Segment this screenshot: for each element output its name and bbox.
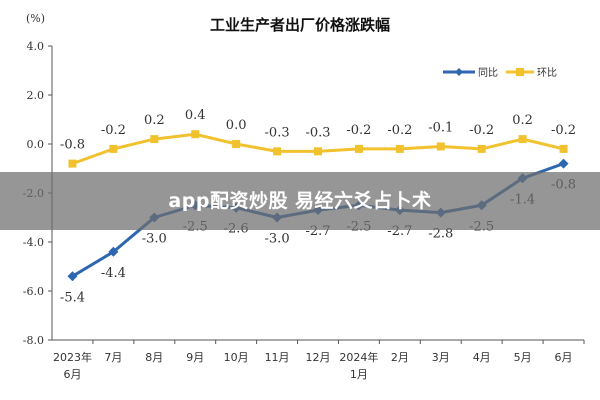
- point-huanbi: [559, 144, 568, 153]
- legend-marker-huanbi: [516, 68, 524, 76]
- point-tongbi: [67, 271, 78, 282]
- x-tick-label: 6月: [63, 368, 81, 381]
- data-label-huanbi: -0.1: [428, 120, 453, 135]
- point-tongbi: [558, 158, 569, 169]
- watermark-text: app配资炒股 易经六爻占卜术: [168, 190, 432, 212]
- data-label-tongbi: -2.8: [428, 227, 453, 242]
- data-label-huanbi: -0.2: [469, 123, 494, 138]
- y-tick-label: 2.0: [27, 89, 45, 102]
- y-tick-label: 4.0: [27, 40, 45, 53]
- point-huanbi: [518, 135, 527, 144]
- data-label-tongbi: -5.4: [60, 290, 85, 305]
- data-label-huanbi: -0.2: [346, 123, 371, 138]
- point-huanbi: [395, 144, 404, 153]
- point-huanbi: [273, 147, 282, 156]
- point-huanbi: [150, 135, 159, 144]
- y-tick-label: -6.0: [23, 285, 44, 298]
- y-tick-label: -4.0: [23, 236, 44, 249]
- point-huanbi: [232, 140, 241, 148]
- x-tick-label: 12月: [306, 351, 331, 364]
- data-label-huanbi: 0.2: [512, 113, 533, 128]
- data-label-huanbi: -0.2: [387, 123, 412, 138]
- legend: 同比 环比: [443, 67, 557, 79]
- x-tick-label: 2月: [391, 351, 409, 364]
- axes: 4.02.00.0-2.0-4.0-6.0-8.02023年6月7月8月9月10…: [23, 40, 585, 381]
- point-huanbi: [314, 147, 322, 156]
- legend-label-tongbi: 同比: [478, 67, 498, 79]
- x-tick-label: 9月: [186, 351, 204, 364]
- x-tick-label: 10月: [224, 351, 249, 364]
- x-tick-label: 7月: [104, 351, 122, 364]
- data-label-tongbi: -3.0: [142, 232, 167, 247]
- data-label-huanbi: -0.3: [305, 125, 330, 140]
- legend-marker-tongbi: [455, 68, 463, 76]
- point-tongbi: [108, 246, 119, 257]
- data-label-huanbi: -0.2: [551, 123, 576, 138]
- point-huanbi: [477, 144, 486, 153]
- x-tick-label: 1月: [350, 368, 368, 381]
- y-unit-label: (%): [26, 12, 45, 25]
- point-huanbi: [109, 144, 118, 153]
- x-tick-label: 8月: [145, 351, 163, 364]
- point-huanbi: [436, 142, 445, 151]
- data-label-huanbi: -0.2: [101, 123, 126, 138]
- y-tick-label: -8.0: [23, 334, 44, 347]
- x-tick-label: 2024年: [339, 350, 378, 364]
- data-label-huanbi: 0.4: [185, 108, 206, 123]
- x-tick-label: 2023年: [53, 350, 92, 364]
- data-label-tongbi: -4.4: [101, 266, 126, 281]
- data-label-huanbi: 0.2: [144, 113, 165, 128]
- x-tick-label: 3月: [432, 351, 450, 364]
- legend-label-huanbi: 环比: [537, 67, 557, 79]
- y-tick-label: 0.0: [27, 138, 45, 151]
- data-label-huanbi: -0.3: [265, 125, 290, 140]
- watermark-banner: app配资炒股 易经六爻占卜术: [0, 172, 600, 230]
- x-tick-label: 11月: [265, 351, 290, 364]
- data-label-huanbi: 0.0: [226, 118, 247, 133]
- data-label-huanbi: -0.8: [60, 138, 85, 153]
- data-label-tongbi: -3.0: [265, 232, 290, 247]
- x-tick-label: 5月: [514, 351, 532, 364]
- x-tick-label: 4月: [473, 351, 491, 364]
- point-huanbi: [68, 159, 77, 168]
- x-tick-label: 6月: [555, 351, 573, 364]
- point-huanbi: [354, 144, 363, 153]
- chart-title: 工业生产者出厂价格涨跌幅: [210, 16, 390, 34]
- point-huanbi: [191, 130, 200, 139]
